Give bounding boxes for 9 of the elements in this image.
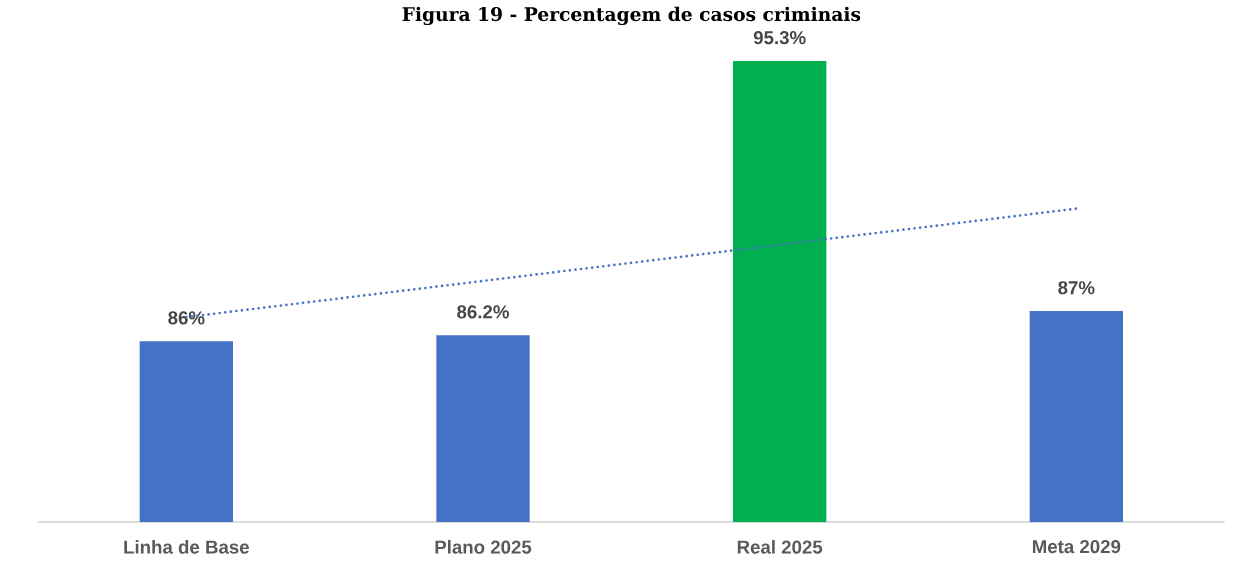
x-tick-label: Meta 2029 [1032, 540, 1121, 554]
data-label: 95.3% [753, 31, 806, 45]
data-label: 86.2% [457, 305, 509, 319]
x-tick-label: Plano 2025 [435, 540, 532, 554]
data-label: 86% [168, 311, 205, 325]
chart-title: Figura 19 - Percentagem de casos criminais [402, 6, 861, 26]
data-label: 87% [1058, 281, 1095, 295]
x-tick-label: Linha de Base [124, 540, 249, 554]
x-tick-label: Real 2025 [737, 540, 823, 554]
